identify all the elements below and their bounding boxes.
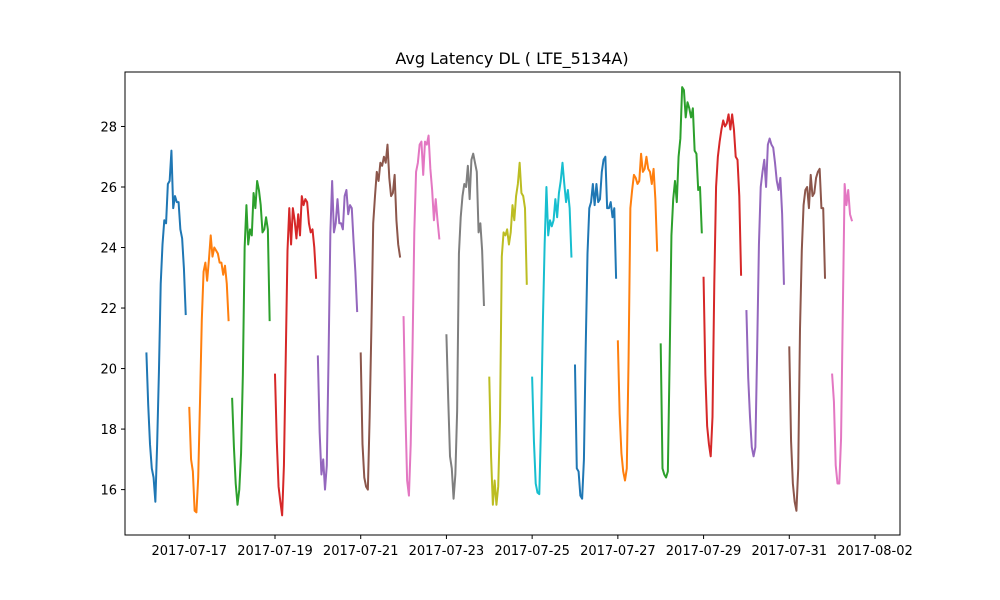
series-line-17	[831, 182, 854, 485]
plot-frame	[124, 71, 901, 536]
series-line-2	[188, 234, 230, 514]
chart-title: Avg Latency DL ( LTE_5134A)	[395, 49, 628, 69]
series-line-16	[788, 167, 827, 512]
series-line-13	[659, 86, 703, 479]
series-line-15	[745, 137, 785, 458]
series-line-4	[273, 195, 318, 517]
series-line-6	[359, 143, 402, 491]
x-tick-label: 2017-07-29	[666, 544, 742, 559]
series-line-12	[616, 152, 659, 482]
y-tick-label: 22	[100, 302, 117, 317]
y-tick-label: 26	[100, 181, 117, 196]
series-line-10	[531, 161, 573, 496]
series-line-5	[316, 179, 359, 491]
x-tick-label: 2017-07-27	[580, 544, 656, 559]
y-tick-label: 28	[100, 120, 117, 135]
x-tick-label: 2017-07-23	[409, 544, 485, 559]
x-tick-label: 2017-07-21	[323, 544, 399, 559]
x-axis: 2017-07-17 2017-07-19 2017-07-21 2017-07-23…	[152, 535, 913, 559]
series-line-3	[231, 179, 271, 506]
series-layer	[145, 86, 854, 517]
series-line-9	[488, 161, 528, 506]
x-tick-label: 2017-07-17	[152, 544, 228, 559]
x-tick-label: 2017-07-31	[752, 544, 828, 559]
series-line-7	[402, 134, 441, 497]
x-tick-label: 2017-07-19	[237, 544, 313, 559]
series-line-11	[573, 155, 618, 500]
y-axis: 16 18 20 22 24 26 28	[100, 120, 125, 499]
x-tick-label: 2017-08-02	[837, 544, 913, 559]
series-line-14	[702, 113, 743, 458]
x-tick-label: 2017-07-25	[494, 544, 570, 559]
y-tick-label: 18	[100, 423, 117, 438]
series-line-1	[145, 149, 187, 503]
y-tick-label: 20	[100, 363, 117, 378]
y-tick-label: 24	[100, 242, 117, 257]
y-tick-label: 16	[100, 484, 117, 499]
series-line-8	[445, 152, 485, 500]
